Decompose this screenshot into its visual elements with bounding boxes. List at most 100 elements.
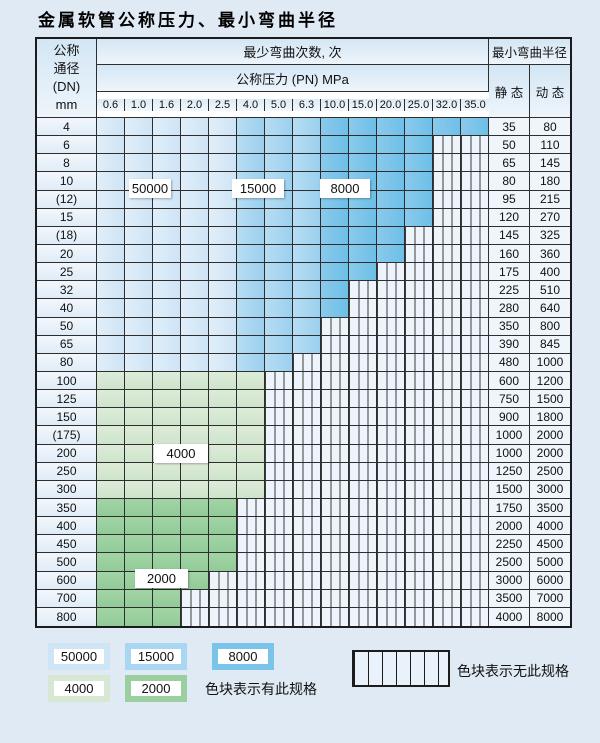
no-spec-cell [405,371,433,391]
no-spec-cell [433,371,461,391]
spec-available-cell [293,335,321,354]
spec-available-cell [181,462,209,481]
legend-row-green: 4000 2000 色块表示有此规格 [48,675,317,702]
table-row: 450 2250 4500 [37,535,570,554]
spec-available-cell [265,335,293,354]
table-row: 300 1500 3000 [37,480,570,499]
no-spec-cell [433,136,461,155]
spec-available-cell [209,281,237,300]
dynamic-radius-cell: 2000 [530,426,570,445]
spec-available-cell [181,335,209,354]
no-spec-cell [377,462,405,481]
dn-cell: 10 [37,172,97,191]
static-radius-cell: 35 [489,118,530,137]
no-spec-cell [377,498,405,518]
no-spec-cell [433,390,461,409]
table-row: 600 3000 6000 [37,571,570,590]
spec-available-cell [209,353,237,372]
spec-available-cell [405,172,433,191]
static-radius-cell: 350 [489,317,530,336]
static-radius-cell: 95 [489,190,530,209]
spec-available-cell [349,226,377,245]
spec-available-cell [237,226,265,245]
spec-available-cell [153,281,181,300]
spec-available-cell [265,136,293,155]
dynamic-radius-cell: 2500 [530,462,570,481]
spec-available-cell [265,226,293,245]
no-spec-cell [405,480,433,499]
no-spec-cell [433,571,461,590]
table-row: (12) 95 215 [37,190,570,209]
static-radius-cell: 1750 [489,498,530,518]
dn-cell: (12) [37,190,97,209]
table-row: 125 750 1500 [37,390,570,409]
spec-available-cell [97,371,125,391]
no-spec-cell [405,571,433,590]
dn-cell: 25 [37,263,97,282]
dynamic-radius-cell: 145 [530,154,570,173]
no-spec-cell [265,607,293,626]
table-row: 350 1750 3500 [37,498,570,518]
spec-available-cell [293,154,321,173]
spec-available-cell [97,281,125,300]
spec-available-cell [97,517,125,536]
no-spec-cell [293,589,321,608]
pressure-tick-label: 5.0 [265,98,293,111]
spec-available-cell [209,190,237,209]
dynamic-radius-cell: 80 [530,118,570,137]
spec-available-cell [181,480,209,499]
pressure-radius-table: 公称 通径 (DN) mm 最少弯曲次数, 次 最小弯曲半径 公称压力 (PN) MP… [35,37,572,628]
no-spec-cell [461,281,489,300]
static-radius-cell: 1000 [489,426,530,445]
static-radius-cell: 225 [489,281,530,300]
no-spec-cell [321,589,349,608]
no-spec-cell [433,244,461,264]
no-spec-cell [405,444,433,463]
dn-cell: 300 [37,480,97,499]
spec-available-cell [181,317,209,336]
dynamic-radius-cell: 2000 [530,444,570,463]
spec-available-cell [209,553,237,572]
no-spec-cell [461,226,489,245]
table-row: 6 50 110 [37,136,570,155]
no-spec-cell [461,136,489,155]
pressure-tick-label: 4.0 [237,98,265,111]
spec-available-cell [125,226,153,245]
table-row: 800 4000 8000 [37,607,570,626]
no-spec-cell [377,299,405,318]
spec-available-cell [181,408,209,427]
no-spec-cell [461,244,489,264]
pressure-tick-label: 1.6 [153,98,181,111]
spec-available-cell [237,426,265,445]
spec-available-cell [153,462,181,481]
dynamic-radius-cell: 400 [530,263,570,282]
no-spec-cell [461,353,489,372]
no-spec-cell [461,371,489,391]
dynamic-radius-cell: 1200 [530,371,570,391]
no-spec-cell [265,444,293,463]
spec-available-cell [97,553,125,572]
spec-available-cell [153,244,181,264]
no-spec-cell [405,281,433,300]
no-spec-cell [265,480,293,499]
static-radius-cell: 175 [489,263,530,282]
dynamic-radius-cell: 7000 [530,589,570,608]
dynamic-radius-cell: 3000 [530,480,570,499]
dn-cell: (175) [37,426,97,445]
spec-available-cell [125,607,153,626]
spec-available-cell [97,190,125,209]
no-spec-cell [377,371,405,391]
spec-available-cell [377,208,405,227]
no-spec-cell [461,390,489,409]
no-spec-cell [433,317,461,336]
no-spec-cell [433,553,461,572]
no-spec-cell [433,426,461,445]
spec-available-cell [125,244,153,264]
spec-available-cell [97,498,125,518]
cycle-count-label: 2000 [135,569,188,588]
spec-available-cell [153,480,181,499]
cycle-count-label: 4000 [154,444,208,463]
bend-cycles-header: 最少弯曲次数, 次 [97,39,489,65]
spec-available-cell [153,498,181,518]
pressure-tick-label: 35.0 [461,98,489,111]
